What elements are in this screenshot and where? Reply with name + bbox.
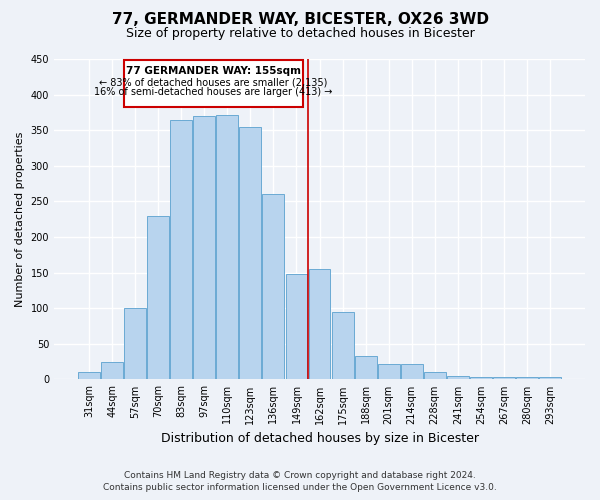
Bar [493, 378, 515, 380]
Bar [193, 116, 215, 380]
Text: 77, GERMANDER WAY, BICESTER, OX26 3WD: 77, GERMANDER WAY, BICESTER, OX26 3WD [112, 12, 488, 28]
Bar [308, 269, 331, 380]
Bar [332, 312, 353, 380]
Bar [539, 378, 561, 380]
Bar [170, 120, 192, 380]
Bar [470, 378, 492, 380]
Bar [217, 114, 238, 380]
Bar [286, 274, 307, 380]
Bar [516, 378, 538, 380]
Y-axis label: Number of detached properties: Number of detached properties [15, 132, 25, 307]
Text: Size of property relative to detached houses in Bicester: Size of property relative to detached ho… [125, 28, 475, 40]
Bar [147, 216, 169, 380]
Bar [239, 126, 262, 380]
FancyBboxPatch shape [124, 60, 304, 108]
Text: ← 83% of detached houses are smaller (2,135): ← 83% of detached houses are smaller (2,… [100, 78, 328, 88]
Bar [262, 194, 284, 380]
Bar [101, 362, 123, 380]
Bar [447, 376, 469, 380]
Bar [124, 308, 146, 380]
Bar [424, 372, 446, 380]
Bar [377, 364, 400, 380]
Bar [355, 356, 377, 380]
Bar [78, 372, 100, 380]
Text: 16% of semi-detached houses are larger (413) →: 16% of semi-detached houses are larger (… [94, 88, 333, 98]
Text: 77 GERMANDER WAY: 155sqm: 77 GERMANDER WAY: 155sqm [126, 66, 301, 76]
Bar [401, 364, 422, 380]
X-axis label: Distribution of detached houses by size in Bicester: Distribution of detached houses by size … [161, 432, 479, 445]
Text: Contains HM Land Registry data © Crown copyright and database right 2024.
Contai: Contains HM Land Registry data © Crown c… [103, 471, 497, 492]
